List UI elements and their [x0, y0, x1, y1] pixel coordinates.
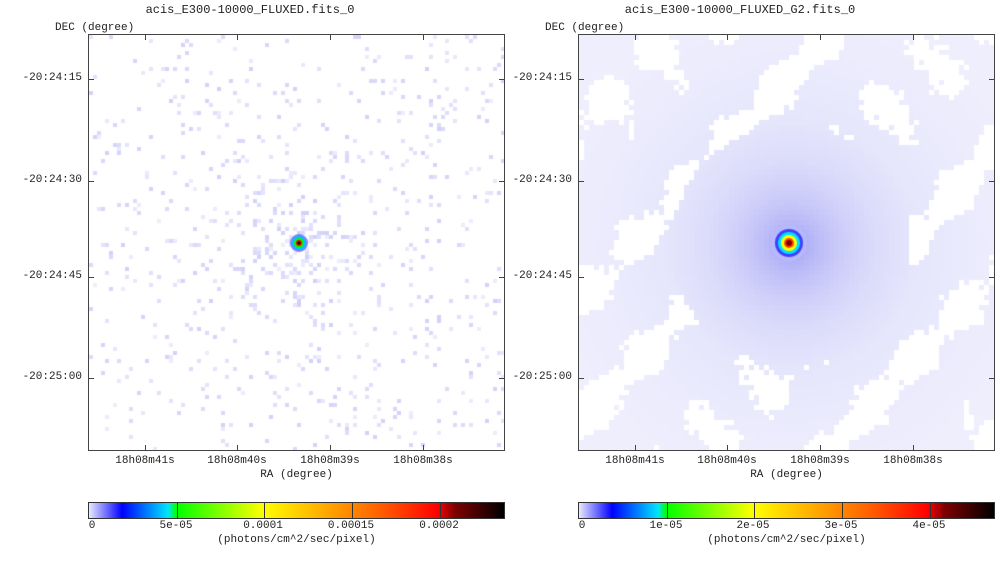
y-tick: [499, 181, 505, 182]
x-tick: [913, 34, 914, 40]
colorbar: [88, 502, 505, 519]
y-axis-label: DEC (degree): [55, 22, 135, 34]
x-tick: [423, 34, 424, 40]
colorbar-tick-label: 0: [578, 520, 586, 532]
y-tick-label: -20:24:45: [22, 270, 82, 282]
colorbar-tick-label: 0.00015: [327, 520, 375, 532]
colorbar-unit-label: (photons/cm^2/sec/pixel): [707, 534, 866, 546]
colorbar: [578, 502, 995, 519]
x-axis-label: RA (degree): [260, 469, 333, 481]
colorbar-separator: [667, 503, 668, 518]
x-tick: [423, 445, 424, 451]
x-tick-label: 18h08m39s: [300, 455, 360, 467]
x-tick: [237, 445, 238, 451]
x-tick: [727, 445, 728, 451]
colorbar-separator: [177, 503, 178, 518]
colorbar-tick-label: 4e-05: [912, 520, 946, 532]
colorbar-tick-label: 0.0001: [243, 520, 283, 532]
colorbar-separator: [352, 503, 353, 518]
colorbar-unit-label: (photons/cm^2/sec/pixel): [217, 534, 376, 546]
x-tick-label: 18h08m41s: [605, 455, 665, 467]
y-tick: [499, 79, 505, 80]
colorbar-separator: [754, 503, 755, 518]
image-plot[interactable]: [88, 34, 505, 451]
image-panel-2: acis_E300-10000_FLUXED_G2.fits_0 DEC (de…: [490, 0, 995, 571]
x-tick: [145, 445, 146, 451]
image-canvas[interactable]: [579, 35, 994, 450]
y-tick-label: -20:24:30: [22, 174, 82, 186]
y-tick: [88, 181, 94, 182]
x-tick: [820, 34, 821, 40]
x-tick: [727, 34, 728, 40]
y-tick-label: -20:24:15: [22, 72, 82, 84]
y-tick-label: -20:24:30: [512, 174, 572, 186]
y-tick-label: -20:25:00: [22, 371, 82, 383]
panel-title: acis_E300-10000_FLUXED.fits_0: [145, 3, 355, 17]
y-tick: [499, 277, 505, 278]
x-tick-label: 18h08m40s: [697, 455, 757, 467]
y-tick-label: -20:24:45: [512, 270, 572, 282]
y-tick: [88, 277, 94, 278]
y-tick: [989, 181, 995, 182]
x-tick: [237, 34, 238, 40]
image-panel-1: acis_E300-10000_FLUXED.fits_0 DEC (degre…: [22, 3, 505, 546]
y-tick: [989, 378, 995, 379]
x-tick-label: 18h08m38s: [393, 455, 453, 467]
x-axis-label: RA (degree): [750, 469, 823, 481]
x-tick-label: 18h08m40s: [207, 455, 267, 467]
x-tick: [330, 34, 331, 40]
image-canvas[interactable]: [89, 35, 504, 450]
y-tick: [989, 79, 995, 80]
x-tick: [145, 34, 146, 40]
x-tick: [820, 445, 821, 451]
y-tick: [989, 277, 995, 278]
x-tick: [913, 445, 914, 451]
x-tick: [330, 445, 331, 451]
x-tick-label: 18h08m38s: [883, 455, 943, 467]
colorbar-separator: [440, 503, 441, 518]
colorbar-tick-label: 3e-05: [824, 520, 858, 532]
y-tick: [499, 378, 505, 379]
colorbar-tick-label: 2e-05: [736, 520, 770, 532]
x-tick: [635, 445, 636, 451]
y-axis-label: DEC (degree): [545, 22, 625, 34]
colorbar-separator: [842, 503, 843, 518]
x-tick: [635, 34, 636, 40]
y-tick-label: -20:25:00: [512, 371, 572, 383]
y-tick: [578, 181, 584, 182]
colorbar-tick-label: 0.0002: [419, 520, 459, 532]
y-tick-label: -20:24:15: [512, 72, 572, 84]
panel-title: acis_E300-10000_FLUXED_G2.fits_0: [624, 3, 856, 17]
y-tick: [578, 79, 584, 80]
y-tick: [578, 277, 584, 278]
y-tick: [578, 378, 584, 379]
x-tick-label: 18h08m41s: [115, 455, 175, 467]
colorbar-tick-label: 0: [88, 520, 96, 532]
colorbar-tick-label: 1e-05: [649, 520, 683, 532]
x-tick-label: 18h08m39s: [790, 455, 850, 467]
colorbar-separator: [264, 503, 265, 518]
colorbar-tick-label: 5e-05: [159, 520, 193, 532]
y-tick: [88, 378, 94, 379]
y-tick: [88, 79, 94, 80]
colorbar-separator: [930, 503, 931, 518]
image-plot[interactable]: [578, 34, 995, 451]
